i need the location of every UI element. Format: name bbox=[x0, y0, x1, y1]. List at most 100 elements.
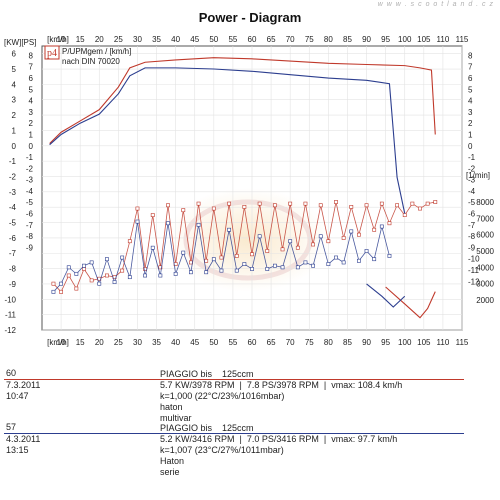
ps-tick-label-left: 4 bbox=[29, 97, 34, 106]
kw-tick-label: -4 bbox=[9, 203, 17, 212]
ps-tick-label-left: 8 bbox=[29, 51, 34, 60]
rpm-point-run57 bbox=[326, 262, 331, 266]
rpm-point-run60 bbox=[257, 201, 262, 206]
x-tick-label-bottom: 50 bbox=[209, 338, 218, 347]
x-tick-label-bottom: 15 bbox=[76, 338, 85, 347]
left-axis-units: [KW][PS] bbox=[4, 38, 36, 47]
run-note-2: multivar bbox=[160, 413, 192, 423]
kw-tick-label: -2 bbox=[9, 172, 17, 181]
run-power: 5.2 KW/3416 RPM | 7.0 PS/3416 RPM | vmax… bbox=[160, 434, 398, 444]
run-id: 57 bbox=[6, 422, 17, 432]
x-tick-label-top: 60 bbox=[248, 35, 257, 44]
x-tick-label-top: 30 bbox=[133, 35, 142, 44]
rpm-point-run57 bbox=[280, 265, 285, 270]
rpm-point-run57 bbox=[150, 245, 155, 250]
x-tick-label-top: 45 bbox=[190, 35, 199, 44]
x-tick-label-bottom: 55 bbox=[228, 338, 237, 347]
rpm-point-run60 bbox=[311, 242, 315, 247]
rpm-point-run60 bbox=[196, 201, 201, 206]
rpm-point-run60 bbox=[250, 252, 254, 257]
rpm-point-run57 bbox=[379, 224, 384, 229]
rpm-point-run60 bbox=[280, 247, 285, 252]
loss-curve-run60 bbox=[385, 286, 436, 319]
rpm-point-run57 bbox=[135, 219, 140, 224]
run-date: 4.3.2011 13:15 bbox=[6, 434, 41, 455]
ps-tick-label-left: -3 bbox=[26, 176, 34, 185]
rpm-tick-label: 6000 bbox=[476, 231, 494, 240]
kw-tick-label: 1 bbox=[12, 126, 17, 135]
rpm-point-run57 bbox=[51, 289, 56, 294]
rpm-point-run57 bbox=[257, 234, 262, 239]
kw-tick-label: -7 bbox=[9, 249, 17, 258]
rpm-point-run60 bbox=[59, 289, 63, 294]
ps-tick-label-right: 5 bbox=[468, 85, 473, 94]
x-tick-label-bottom: 115 bbox=[456, 338, 469, 347]
rpm-point-run60 bbox=[387, 221, 392, 226]
ps-tick-label-right: 6 bbox=[468, 74, 473, 83]
chart-legend: p4 P/UPMgem / [km/h] nach DIN 70020 bbox=[44, 45, 131, 66]
run-id: 60 bbox=[6, 368, 17, 378]
x-tick-label-bottom: 10 bbox=[57, 338, 66, 347]
rpm-point-run60 bbox=[326, 239, 331, 244]
ps-tick-label-right: 0 bbox=[468, 142, 473, 151]
power-chart: Power - Diagram 101015152020252530303535… bbox=[4, 10, 495, 347]
run-engine: PIAGGIO bis 125ccm bbox=[160, 369, 254, 379]
rpm-point-run57 bbox=[288, 239, 293, 244]
kw-tick-label: -10 bbox=[4, 295, 16, 304]
rpm-tick-label: 2000 bbox=[476, 296, 494, 305]
x-axis-unit-bottom: [km/h] bbox=[47, 338, 69, 347]
ps-tick-label-left: -1 bbox=[26, 153, 34, 162]
watermark-text: w w w . s c o o t l a n d . c z bbox=[377, 1, 494, 8]
rpm-point-run60 bbox=[135, 206, 140, 211]
kw-tick-label: 0 bbox=[12, 142, 17, 151]
rpm-point-run60 bbox=[211, 206, 216, 211]
power-curve-run60 bbox=[49, 57, 436, 144]
background-logo bbox=[166, 188, 330, 292]
ps-tick-label-left: -2 bbox=[26, 164, 34, 173]
ps-tick-label-right: -1 bbox=[468, 153, 476, 162]
x-tick-label-top: 115 bbox=[456, 35, 469, 44]
rpm-point-run60 bbox=[273, 203, 277, 208]
rpm-point-run60 bbox=[51, 281, 56, 286]
ps-tick-label-left: 6 bbox=[29, 74, 34, 83]
ps-tick-label-right: -4 bbox=[468, 187, 476, 196]
rpm-tick-label: 8000 bbox=[476, 198, 494, 207]
ps-tick-label-right: -5 bbox=[468, 198, 476, 207]
run-note-1: Haton bbox=[160, 456, 185, 466]
rpm-point-run57 bbox=[105, 257, 109, 262]
x-tick-label-top: 95 bbox=[381, 35, 390, 44]
x-tick-label-top: 55 bbox=[228, 35, 237, 44]
rpm-point-run57 bbox=[74, 271, 79, 276]
rpm-point-run57 bbox=[357, 258, 361, 263]
run-divider bbox=[4, 433, 464, 434]
x-tick-label-bottom: 20 bbox=[95, 338, 104, 347]
x-tick-label-top: 110 bbox=[437, 35, 450, 44]
run-note-2: serie bbox=[160, 467, 180, 477]
kw-tick-label: 6 bbox=[12, 50, 17, 59]
rpm-point-run60 bbox=[303, 201, 308, 206]
x-tick-label-top: 90 bbox=[362, 35, 371, 44]
ps-tick-label-left: 3 bbox=[29, 108, 34, 117]
rpm-point-run60 bbox=[295, 245, 300, 250]
ps-tick-label-left: 1 bbox=[29, 130, 34, 139]
rpm-point-run60 bbox=[379, 201, 384, 206]
rpm-point-run60 bbox=[82, 267, 86, 271]
x-tick-label-top: 40 bbox=[171, 35, 180, 44]
rpm-tick-label: 5000 bbox=[476, 247, 494, 256]
rpm-point-run57 bbox=[303, 260, 308, 265]
rpm-point-run60 bbox=[402, 213, 407, 217]
rpm-point-run57 bbox=[82, 263, 86, 268]
ps-tick-label-left: -8 bbox=[26, 232, 34, 241]
rpm-point-run60 bbox=[364, 203, 369, 208]
rpm-point-run60 bbox=[318, 203, 323, 208]
x-tick-label-bottom: 80 bbox=[324, 338, 333, 347]
rpm-point-run57 bbox=[341, 260, 346, 265]
x-tick-label-top: 85 bbox=[343, 35, 352, 44]
rpm-point-run60 bbox=[158, 265, 163, 270]
rpm-point-run60 bbox=[265, 249, 270, 253]
x-tick-label-bottom: 100 bbox=[398, 338, 412, 347]
rpm-point-run57 bbox=[112, 280, 117, 284]
rpm-point-run57 bbox=[387, 254, 392, 258]
x-tick-label-bottom: 95 bbox=[381, 338, 390, 347]
rpm-point-run57 bbox=[372, 257, 377, 262]
